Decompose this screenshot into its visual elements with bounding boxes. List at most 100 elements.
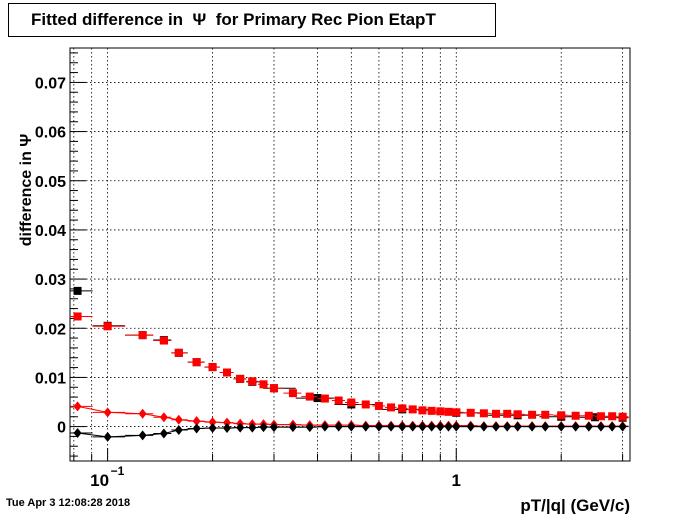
data-point — [103, 322, 112, 331]
data-point — [248, 422, 257, 433]
y-tick-label: 0.05 — [35, 174, 66, 191]
data-point — [223, 417, 232, 428]
data-point — [491, 409, 500, 418]
data-point — [236, 422, 245, 433]
data-point — [174, 414, 183, 425]
data-point — [138, 430, 147, 441]
data-point — [444, 407, 453, 416]
data-point — [541, 410, 550, 419]
data-point — [159, 412, 168, 423]
data-point — [73, 312, 82, 321]
data-point — [466, 421, 475, 432]
data-point — [571, 411, 580, 420]
data-point — [138, 331, 147, 340]
data-point — [503, 409, 512, 418]
y-tick-label: 0.02 — [35, 321, 66, 338]
data-point — [557, 421, 566, 432]
data-point — [138, 408, 147, 419]
data-point — [208, 423, 217, 434]
data-point — [596, 412, 605, 421]
y-tick-label: 0.04 — [35, 223, 66, 240]
data-point — [305, 392, 314, 401]
data-point — [361, 421, 370, 432]
data-point — [398, 421, 407, 432]
data-point — [513, 421, 522, 432]
data-point — [103, 407, 112, 418]
data-point — [418, 406, 427, 415]
timestamp: Tue Apr 3 12:08:28 2018 — [6, 497, 131, 509]
data-point — [374, 401, 383, 410]
chart-title: Fitted difference in Ψ for Primary Rec P… — [31, 10, 436, 29]
data-point — [174, 348, 183, 357]
data-point — [503, 421, 512, 432]
data-point — [479, 409, 488, 418]
chart-title-box: Fitted difference in Ψ for Primary Rec P… — [8, 3, 496, 37]
data-point — [584, 411, 593, 420]
data-point — [103, 431, 112, 442]
data-point — [361, 400, 370, 409]
data-point — [334, 396, 343, 405]
data-point — [427, 406, 436, 415]
data-point — [159, 428, 168, 439]
data-point — [436, 421, 445, 432]
y-tick-label: 0.01 — [35, 370, 66, 387]
data-point — [466, 408, 475, 417]
data-point — [427, 421, 436, 432]
data-point — [444, 421, 453, 432]
data-point — [408, 405, 417, 414]
data-point — [398, 404, 407, 413]
y-tick-label: 0 — [57, 420, 66, 437]
x-tick-label: 10 — [90, 471, 109, 490]
data-point — [408, 421, 417, 432]
data-point — [618, 412, 627, 421]
axes: 0 0.01 0.02 0.03 0.04 0.05 0.06 0.07 10 −1 1 — [35, 52, 624, 490]
y-tick-label: 0.07 — [35, 75, 66, 92]
y-axis-label: difference in Ψ — [18, 134, 35, 247]
data-point — [259, 380, 268, 389]
x-axis-label: pT/|q| (GeV/c) — [520, 496, 630, 514]
data-point — [557, 411, 566, 420]
data-point — [269, 384, 278, 393]
data-point — [452, 421, 461, 432]
data-point — [73, 286, 82, 295]
data-point — [192, 423, 201, 434]
data-point — [491, 421, 500, 432]
data-point — [528, 410, 537, 419]
data-point — [248, 377, 257, 386]
data-point — [192, 416, 201, 427]
data-point — [269, 422, 278, 433]
data-point — [236, 374, 245, 383]
data-point — [320, 394, 329, 403]
plot-frame — [69, 47, 631, 462]
series-3 — [70, 421, 629, 442]
series-1 — [70, 312, 629, 421]
data-point — [223, 368, 232, 377]
data-point — [374, 421, 383, 432]
data-point — [223, 423, 232, 434]
data-point — [591, 413, 600, 422]
data-point — [608, 412, 617, 421]
data-point — [320, 421, 329, 432]
data-point — [208, 363, 217, 372]
data-point — [541, 421, 550, 432]
data-point — [387, 421, 396, 432]
y-tick-label: 0.03 — [35, 272, 66, 289]
data-point — [159, 336, 168, 345]
x-tick-exponent: −1 — [111, 464, 125, 478]
data-point — [208, 417, 217, 428]
data-point — [571, 421, 580, 432]
data-point — [436, 407, 445, 416]
data-point — [513, 410, 522, 419]
data-point — [452, 408, 461, 417]
data-point — [347, 398, 356, 407]
data-point — [618, 421, 627, 432]
y-tick-label: 0.06 — [35, 125, 66, 142]
data-point — [192, 358, 201, 367]
data-point — [347, 421, 356, 432]
data-point — [596, 421, 605, 432]
data-point — [479, 421, 488, 432]
data-point — [584, 421, 593, 432]
data-point — [288, 422, 297, 433]
data-point — [334, 421, 343, 432]
